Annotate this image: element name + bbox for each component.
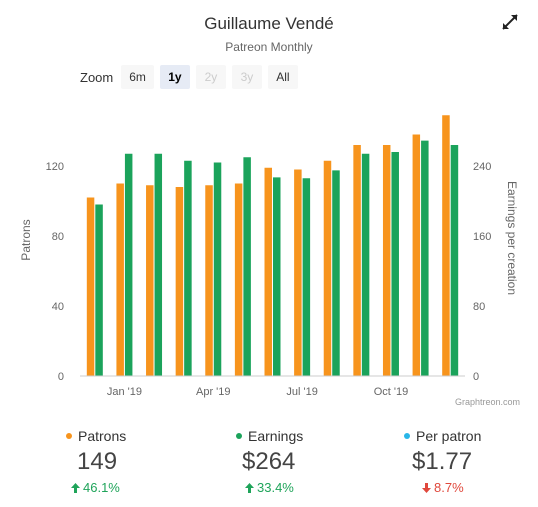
- left-axis-title: Patrons: [19, 219, 33, 260]
- patrons-bar-0[interactable]: [86, 197, 95, 377]
- bar-chart: 0 40 80 120 0 80 160 240 Jan '19 Apr '19 Jul '19…: [19, 115, 520, 407]
- patrons-bar-3[interactable]: [175, 187, 184, 376]
- patrons-legend-dot: [66, 433, 72, 439]
- zoom-label: Zoom: [80, 69, 114, 85]
- bars-group: [86, 115, 459, 377]
- arrow-up-icon: [71, 482, 80, 493]
- right-axis: 0 80 160 240: [473, 161, 491, 383]
- earnings-bar-12[interactable]: [450, 145, 459, 376]
- stat-patrons-value: 149: [77, 448, 118, 475]
- stat-patrons-change: 46.1%: [83, 480, 120, 495]
- zoom-all-button[interactable]: All: [267, 65, 298, 89]
- patrons-bar-4[interactable]: [205, 185, 213, 376]
- earnings-bar-3[interactable]: [184, 160, 192, 376]
- x-tick-label-0: Jan '19: [107, 386, 142, 398]
- x-tick-label-3: Oct '19: [374, 386, 409, 398]
- x-tick-label-2: Jul '19: [286, 386, 317, 398]
- stat-earnings-change: 33.4%: [257, 480, 294, 495]
- earnings-bar-10[interactable]: [391, 152, 399, 376]
- stat-patrons-label: Patrons: [78, 428, 127, 444]
- right-tick-label-2: 160: [473, 231, 491, 243]
- stat-per-patron-value: $1.77: [412, 448, 473, 475]
- earnings-bar-7[interactable]: [302, 178, 311, 376]
- patrons-bar-2[interactable]: [146, 185, 154, 376]
- left-tick-label-0: 0: [58, 371, 64, 383]
- earnings-bar-9[interactable]: [361, 153, 370, 376]
- chart-subtitle: Patreon Monthly: [225, 40, 313, 54]
- zoom-3y-button[interactable]: 3y: [231, 65, 262, 89]
- left-axis: 0 40 80 120: [46, 161, 64, 383]
- left-tick-label-1: 40: [52, 301, 64, 313]
- stat-per-patron-change: 8.7%: [434, 480, 464, 495]
- left-tick-label-3: 120: [46, 161, 64, 173]
- zoom-bar: Zoom 6m 1y 2y 3y All: [80, 65, 304, 89]
- patrons-bar-7[interactable]: [294, 169, 302, 377]
- earnings-bar-1[interactable]: [124, 153, 133, 376]
- arrow-up-icon: [245, 482, 254, 493]
- right-tick-label-1: 80: [473, 301, 485, 313]
- per-patron-legend-dot: [404, 433, 410, 439]
- patrons-bar-10[interactable]: [382, 145, 391, 376]
- stat-earnings: Earnings $264 33.4%: [236, 428, 416, 495]
- patrons-bar-12[interactable]: [442, 115, 450, 376]
- earnings-bar-6[interactable]: [273, 177, 281, 376]
- arrow-down-icon: [422, 482, 431, 493]
- zoom-6m-button[interactable]: 6m: [121, 65, 154, 89]
- patrons-bar-1[interactable]: [116, 183, 124, 377]
- x-tick-label-1: Apr '19: [196, 386, 231, 398]
- patrons-bar-9[interactable]: [353, 145, 361, 376]
- earnings-bar-2[interactable]: [154, 153, 163, 376]
- stat-earnings-value: $264: [242, 448, 296, 475]
- earnings-bar-4[interactable]: [213, 162, 222, 377]
- patrons-bar-8[interactable]: [323, 160, 332, 376]
- earnings-bar-5[interactable]: [243, 157, 251, 376]
- right-axis-title: Earnings per creation: [505, 181, 519, 295]
- patrons-bar-5[interactable]: [234, 183, 243, 377]
- expand-icon[interactable]: [500, 12, 520, 32]
- left-tick-label-2: 80: [52, 231, 64, 243]
- stat-earnings-label: Earnings: [248, 428, 304, 444]
- x-axis: Jan '19 Apr '19 Jul '19 Oct '19: [107, 386, 408, 398]
- credit-text: Graphtreon.com: [455, 397, 520, 407]
- zoom-2y-button[interactable]: 2y: [195, 65, 226, 89]
- earnings-legend-dot: [236, 433, 242, 439]
- stat-per-patron: Per patron $1.77 8.7%: [404, 428, 538, 495]
- stat-patrons: Patrons 149 46.1%: [66, 428, 246, 495]
- earnings-bar-11[interactable]: [421, 140, 429, 376]
- patrons-bar-11[interactable]: [412, 134, 421, 377]
- chart-title: Guillaume Vendé: [204, 14, 334, 33]
- zoom-1y-button[interactable]: 1y: [159, 65, 190, 89]
- earnings-bar-0[interactable]: [95, 204, 103, 377]
- stat-per-patron-label: Per patron: [416, 428, 482, 444]
- earnings-bar-8[interactable]: [332, 170, 340, 376]
- patrons-bar-6[interactable]: [264, 167, 273, 376]
- right-tick-label-3: 240: [473, 161, 491, 173]
- right-tick-label-0: 0: [473, 371, 479, 383]
